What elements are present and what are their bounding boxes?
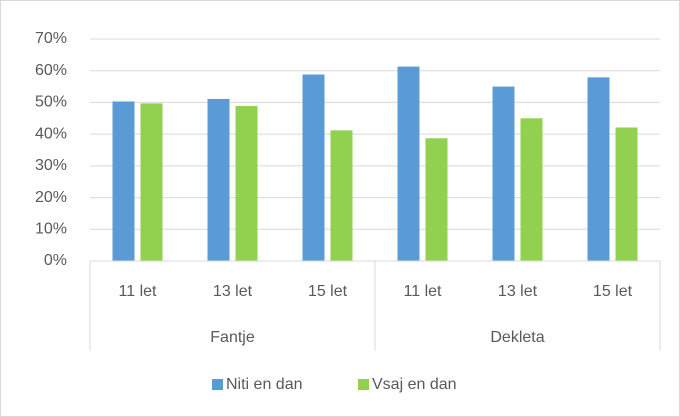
bar xyxy=(587,77,610,261)
bar xyxy=(520,118,543,262)
x-tick-label: 15 let xyxy=(593,283,633,300)
bar xyxy=(140,103,163,261)
y-tick-label: 20% xyxy=(35,189,67,206)
bar xyxy=(615,127,638,262)
y-tick-label: 50% xyxy=(35,94,67,111)
bar xyxy=(235,105,258,261)
bar xyxy=(302,74,325,262)
bar xyxy=(425,138,448,261)
bar xyxy=(492,86,515,261)
group-label: Fantje xyxy=(210,329,255,346)
legend-swatch xyxy=(358,379,369,390)
x-tick-label: 11 let xyxy=(404,283,443,300)
y-tick-label: 40% xyxy=(35,125,67,142)
group-label: Dekleta xyxy=(490,329,544,346)
bar xyxy=(330,130,353,261)
y-tick-label: 10% xyxy=(35,221,67,238)
y-tick-label: 70% xyxy=(35,30,67,47)
legend-label: Niti en dan xyxy=(226,376,303,393)
x-tick-label: 11 let xyxy=(119,283,158,300)
legend-label: Vsaj en dan xyxy=(372,376,457,393)
y-tick-label: 30% xyxy=(35,157,67,174)
bar xyxy=(397,66,420,261)
x-tick-label: 13 let xyxy=(213,283,253,300)
bar xyxy=(112,101,135,261)
y-tick-label: 0% xyxy=(44,252,67,269)
x-tick-label: 13 let xyxy=(498,283,538,300)
x-tick-label: 15 let xyxy=(308,283,348,300)
y-tick-label: 60% xyxy=(35,62,67,79)
legend-swatch xyxy=(212,379,223,390)
bar xyxy=(207,98,230,261)
